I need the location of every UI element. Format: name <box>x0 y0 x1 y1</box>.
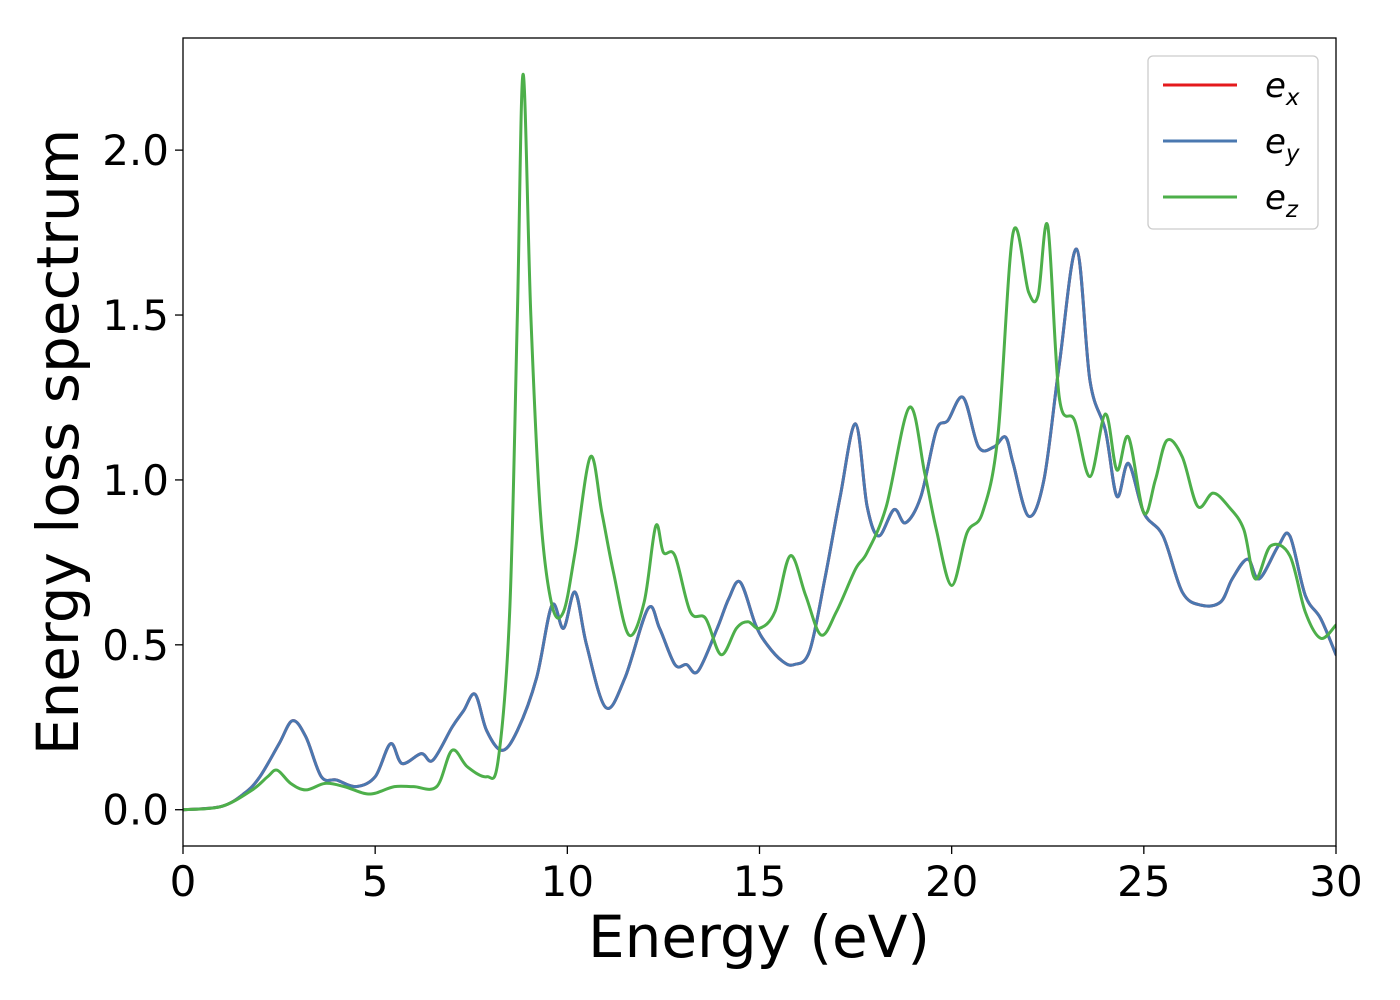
x-tick-label: 0 <box>170 857 197 906</box>
x-tick-label: 30 <box>1309 857 1362 906</box>
y-tick-label: 1.0 <box>102 456 169 505</box>
y-tick-label: 0.5 <box>102 621 169 670</box>
x-axis-label: Energy (eV) <box>588 903 930 971</box>
y-axis-label: Energy loss spectrum <box>24 129 92 755</box>
legend-label-ez: ez <box>1265 178 1299 223</box>
x-axis: 0 5 10 15 20 25 30 <box>170 846 1363 906</box>
x-tick-label: 25 <box>1117 857 1170 906</box>
y-axis: 0.0 0.5 1.0 1.5 2.0 <box>102 126 183 835</box>
plot-background <box>183 38 1336 846</box>
x-tick-label: 20 <box>925 857 978 906</box>
y-tick-label: 0.0 <box>102 786 169 835</box>
series-layer <box>183 72 1336 812</box>
x-tick-label: 10 <box>541 857 594 906</box>
legend-label-ex: ex <box>1265 66 1300 111</box>
y-tick-label: 1.5 <box>102 291 169 340</box>
series-line-ez <box>183 72 1336 812</box>
legend-entries: ex ey ez <box>1163 66 1300 223</box>
legend: ex ey ez <box>1147 55 1319 230</box>
y-tick-label: 2.0 <box>102 126 169 175</box>
legend-label-ey: ey <box>1265 122 1300 167</box>
x-tick-label: 15 <box>733 857 786 906</box>
x-tick-label: 5 <box>362 857 389 906</box>
series-line-ey <box>183 247 1336 812</box>
